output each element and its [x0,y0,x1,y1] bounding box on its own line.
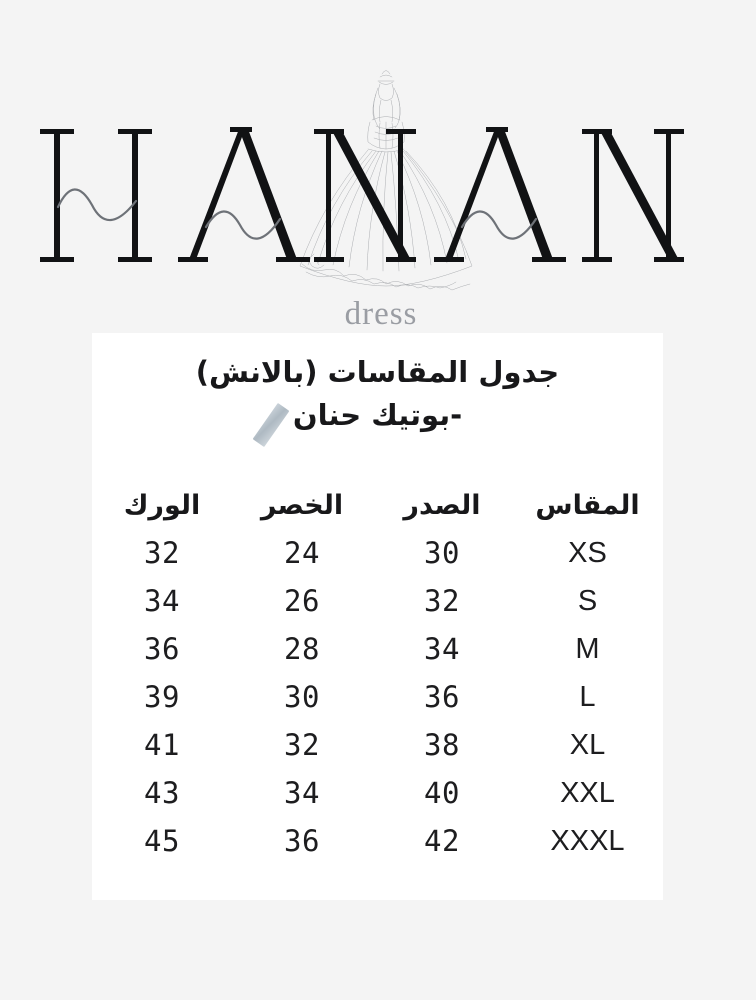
cell-chest: 38 [424,728,460,762]
table-row: 41 32 38 XL [92,721,663,769]
cell-waist: 30 [284,680,320,714]
brand-wordmark [40,123,716,268]
column-header-chest: الصدر [403,490,481,521]
cell-hip: 43 [144,776,180,810]
cell-chest: 30 [424,536,460,570]
cell-hip: 39 [144,680,180,714]
cell-waist: 32 [284,728,320,762]
cell-chest: 40 [424,776,460,810]
cell-hip: 41 [144,728,180,762]
cell-size: XXXL [550,824,625,857]
cell-waist: 24 [284,536,320,570]
cell-size: XS [568,536,607,569]
column-header-hip: الورك [123,490,201,521]
size-chart-card: جدول المقاسات (بالانش) -بوتيك حنان الورك… [92,333,663,900]
table-row: 34 26 32 S [92,577,663,625]
brand-logo: dress [0,48,756,332]
cell-chest: 36 [424,680,460,714]
card-title-block: جدول المقاسات (بالانش) -بوتيك حنان [92,351,663,437]
table-row: 45 36 42 XXXL [92,817,663,865]
cell-hip: 45 [144,824,180,858]
card-title-line-2: -بوتيك حنان [292,398,463,432]
cell-size: S [577,584,598,617]
cell-size: XXL [560,776,615,809]
table-row: 36 28 34 M [92,625,663,673]
cell-waist: 36 [284,824,320,858]
table-row: 43 34 40 XXL [92,769,663,817]
cell-chest: 42 [424,824,460,858]
cell-waist: 28 [284,632,320,666]
column-header-waist: الخصر [260,490,344,521]
cell-size: L [579,680,596,713]
ball-gown-sketch-icon [286,58,486,308]
cell-waist: 34 [284,776,320,810]
table-row: 39 30 36 L [92,673,663,721]
cell-size: XL [569,728,606,761]
cell-chest: 32 [424,584,460,618]
column-header-size: المقاس [535,490,640,521]
cell-hip: 36 [144,632,180,666]
size-chart-table: الورك الخصر الصدر المقاس 32 24 30 XS 34 … [92,485,663,865]
cell-chest: 34 [424,632,460,666]
cell-hip: 34 [144,584,180,618]
cell-waist: 26 [284,584,320,618]
cell-size: M [575,632,600,665]
card-title-line-1: جدول المقاسات (بالانش) [195,355,560,389]
table-header-row: الورك الخصر الصدر المقاس [92,485,663,529]
cell-hip: 32 [144,536,180,570]
table-row: 32 24 30 XS [92,529,663,577]
brand-script-text: dress [344,296,418,332]
